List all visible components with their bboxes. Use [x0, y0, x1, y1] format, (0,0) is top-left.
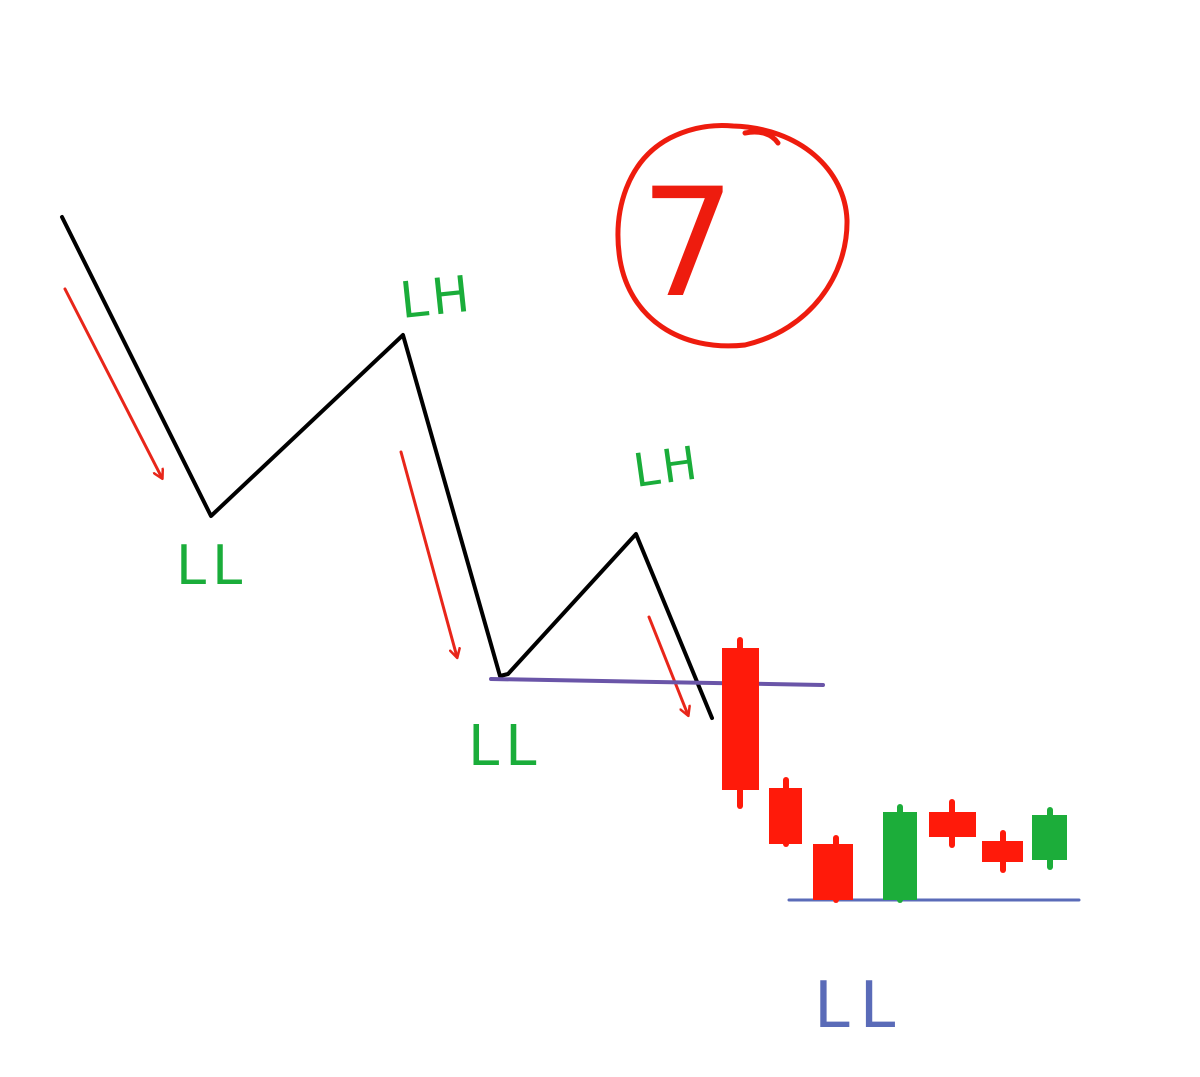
step-number-circle: [615, 123, 850, 349]
candle-3: [813, 835, 853, 903]
label-lh-2: LH: [630, 435, 703, 498]
candle-4: [883, 804, 917, 903]
label-lh-1: LH: [397, 265, 476, 330]
candle-2: [769, 777, 802, 847]
candle-6: [982, 830, 1023, 873]
candle-1: [722, 637, 759, 809]
candlestick-group: [722, 637, 1067, 903]
down-arrow-1: [63, 287, 162, 478]
break-level-line: [489, 677, 825, 687]
label-ll-1: LL: [176, 534, 248, 597]
down-arrow-3: [647, 615, 688, 715]
down-arrow-2: [399, 450, 457, 657]
candle-5: [929, 799, 976, 848]
trend-zigzag-line: [60, 215, 714, 720]
label-ll-2: LL: [468, 714, 542, 779]
candle-7: [1032, 807, 1067, 870]
label-ll-3: LL: [814, 969, 905, 1043]
step-number-text: 7: [640, 157, 735, 331]
